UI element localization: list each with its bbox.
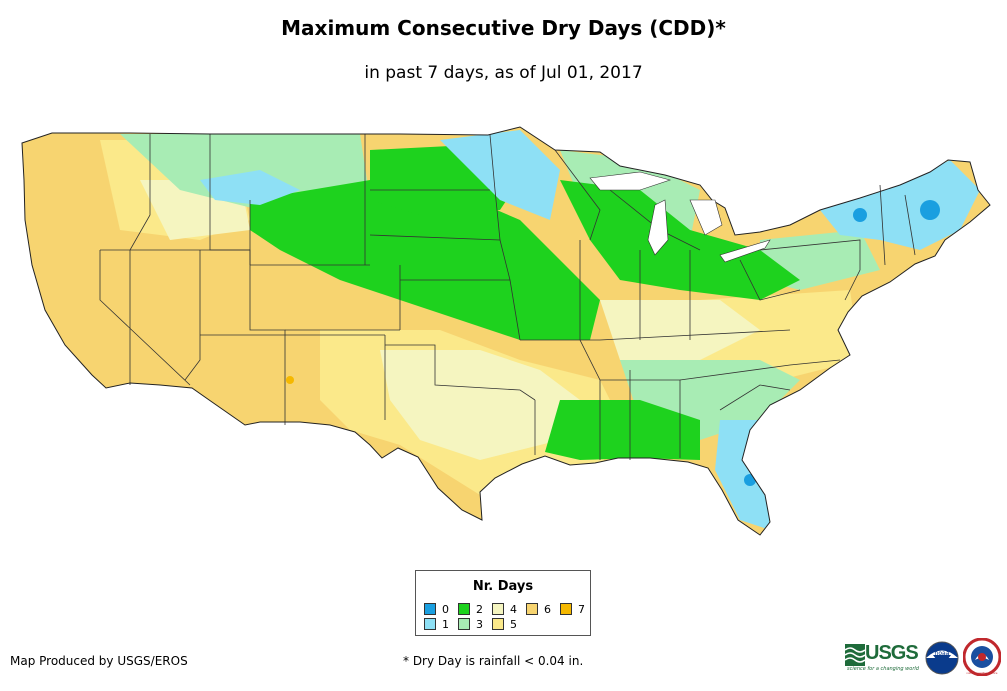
state-borders [99, 134, 916, 460]
legend-item-0: 0 [424, 603, 449, 616]
usgs-logo: USGS science for a changing world [845, 640, 921, 676]
legend-label-3: 3 [476, 618, 483, 631]
region-4-texas-ok [380, 350, 580, 460]
legend-label-1: 1 [442, 618, 449, 631]
usgs-tagline: science for a changing world [847, 666, 919, 672]
region-1-montana [200, 170, 300, 205]
lake-erie [719, 239, 771, 263]
legend-label-4: 4 [510, 603, 517, 616]
region-0-florida [744, 474, 756, 486]
legend-title: Nr. Days [472, 579, 534, 594]
legend: Nr. Days 0 1 2 3 4 5 6 7 [415, 570, 591, 636]
noaa-wordmark: noaa [935, 650, 950, 657]
legend-swatch-3 [458, 618, 470, 630]
legend-swatch-7 [560, 603, 572, 615]
legend-swatch-2 [458, 603, 470, 615]
legend-label-5: 5 [510, 618, 517, 631]
nws-name: national weather service [967, 671, 998, 675]
legend-label-6: 6 [544, 603, 551, 616]
legend-item-1: 1 [424, 618, 449, 631]
region-5-mid-atlantic [700, 290, 860, 380]
nws-logo: national weather service [963, 638, 1001, 676]
region-2-great-plains [250, 180, 600, 340]
legend-swatch-6 [526, 603, 538, 615]
region-0-maine [920, 200, 940, 220]
noaa-logo: noaa [925, 641, 959, 675]
legend-label-0: 0 [442, 603, 449, 616]
region-1-upper-midwest [440, 130, 560, 220]
legend-item-2: 2 [458, 603, 483, 616]
region-7-west [286, 376, 294, 384]
legend-swatch-5 [492, 618, 504, 630]
legend-label-7: 7 [578, 603, 585, 616]
legend-swatch-4 [492, 603, 504, 615]
lake-huron [689, 199, 723, 236]
legend-swatch-0 [424, 603, 436, 615]
dry-day-footnote: * Dry Day is rainfall < 0.04 in. [403, 654, 584, 668]
region-0-vermont [853, 208, 867, 222]
lake-michigan [647, 199, 669, 256]
map-subtitle: in past 7 days, as of Jul 01, 2017 [364, 63, 643, 83]
legend-item-3: 3 [458, 618, 483, 631]
legend-item-7: 7 [560, 603, 585, 616]
region-1-florida [715, 420, 770, 530]
legend-swatch-1 [424, 618, 436, 630]
legend-item-5: 5 [492, 618, 517, 631]
usgs-wave-icon [845, 644, 865, 666]
usgs-wordmark: USGS [865, 642, 919, 664]
legend-item-6: 6 [526, 603, 551, 616]
legend-item-4: 4 [492, 603, 517, 616]
map-credit: Map Produced by USGS/EROS [10, 654, 188, 668]
lake-superior [589, 171, 672, 191]
map-title: Maximum Consecutive Dry Days (CDD)* [281, 16, 726, 40]
legend-label-2: 2 [476, 603, 483, 616]
region-2-gulf-coast [545, 400, 700, 460]
region-1-new-england [820, 160, 980, 250]
